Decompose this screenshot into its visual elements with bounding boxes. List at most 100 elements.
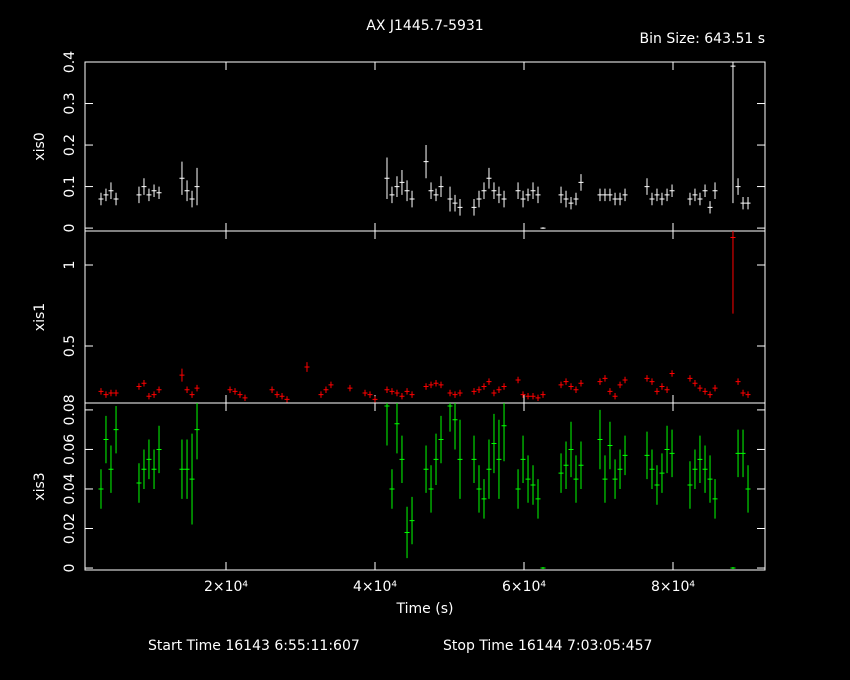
data-point xyxy=(540,227,546,229)
data-point xyxy=(654,465,660,505)
data-point xyxy=(649,449,655,489)
data-point xyxy=(491,182,497,200)
data-point xyxy=(525,392,531,400)
data-point xyxy=(501,383,507,390)
data-point xyxy=(452,403,458,450)
data-point xyxy=(141,449,147,489)
data-point xyxy=(232,388,238,395)
data-point xyxy=(740,389,746,397)
data-point xyxy=(404,388,410,395)
y-axis-label: xis1 xyxy=(32,303,48,331)
stop-time: Stop Time 16144 7:03:05:457 xyxy=(443,638,652,654)
data-point xyxy=(515,182,521,200)
data-point xyxy=(156,425,162,474)
data-point xyxy=(520,435,526,484)
data-point xyxy=(654,188,660,202)
data-point xyxy=(452,194,458,212)
data-point xyxy=(612,192,618,206)
data-point xyxy=(423,445,429,493)
data-point xyxy=(471,435,477,484)
data-point xyxy=(409,190,415,208)
data-point xyxy=(617,192,623,206)
data-point xyxy=(745,465,751,513)
data-point xyxy=(481,479,487,519)
data-point xyxy=(404,506,410,559)
data-point xyxy=(520,190,526,208)
data-point xyxy=(702,184,708,197)
data-point xyxy=(394,389,400,397)
data-point xyxy=(389,469,395,509)
data-point xyxy=(179,439,185,499)
data-point xyxy=(438,381,444,389)
y-tick-label: 0.4 xyxy=(62,51,78,73)
data-point xyxy=(156,386,162,393)
data-point xyxy=(113,405,119,454)
data-point xyxy=(558,381,564,389)
data-point xyxy=(399,169,405,195)
data-point xyxy=(433,188,439,202)
data-point xyxy=(304,362,310,372)
data-point xyxy=(447,186,453,212)
data-point xyxy=(399,392,405,400)
data-point xyxy=(659,192,665,206)
data-point xyxy=(712,182,718,200)
data-point xyxy=(612,392,618,400)
data-point xyxy=(535,394,541,402)
data-point xyxy=(279,392,285,400)
data-point xyxy=(184,180,190,202)
data-point xyxy=(481,182,487,200)
data-point xyxy=(471,199,477,216)
data-point xyxy=(607,188,613,202)
data-point xyxy=(697,435,703,484)
data-point xyxy=(740,196,746,210)
data-point xyxy=(692,188,698,202)
x-tick-label: 2×10⁴ xyxy=(204,579,248,595)
data-point xyxy=(179,368,185,382)
x-tick-label: 4×10⁴ xyxy=(353,579,397,595)
data-point xyxy=(573,192,579,206)
data-point xyxy=(389,388,395,395)
data-point xyxy=(486,378,492,385)
data-point xyxy=(433,433,439,486)
data-point xyxy=(146,392,152,400)
data-point xyxy=(103,415,109,464)
data-point xyxy=(447,389,453,397)
data-point xyxy=(471,388,477,395)
data-point xyxy=(457,199,463,216)
data-point xyxy=(501,403,507,462)
data-point xyxy=(740,429,746,478)
data-point xyxy=(113,389,119,397)
data-point xyxy=(433,380,439,387)
data-point xyxy=(423,145,429,179)
x-axis-label: Time (s) xyxy=(396,601,454,617)
data-point xyxy=(194,403,200,460)
data-point xyxy=(597,409,603,470)
data-point xyxy=(687,192,693,206)
data-point xyxy=(347,384,353,392)
data-point xyxy=(98,469,104,509)
data-point xyxy=(323,386,329,393)
y-tick-label: 0.08 xyxy=(62,394,78,425)
chart-title: AX J1445.7-5931 xyxy=(366,18,483,34)
data-point xyxy=(607,388,613,395)
data-point xyxy=(692,449,698,489)
data-point xyxy=(702,445,708,493)
data-point xyxy=(659,453,665,493)
data-point xyxy=(476,190,482,208)
data-point xyxy=(328,381,334,389)
data-point xyxy=(156,186,162,200)
data-point xyxy=(712,479,718,519)
data-point xyxy=(274,391,280,398)
data-point xyxy=(189,391,195,398)
data-point xyxy=(573,386,579,393)
data-point xyxy=(515,376,521,384)
panel-frame xyxy=(84,402,766,571)
data-point xyxy=(573,455,579,503)
y-axis-label: xis3 xyxy=(32,472,48,500)
data-point xyxy=(578,380,584,387)
data-point xyxy=(237,391,243,398)
data-point xyxy=(423,383,429,390)
data-point xyxy=(457,389,463,397)
data-point xyxy=(151,184,157,197)
